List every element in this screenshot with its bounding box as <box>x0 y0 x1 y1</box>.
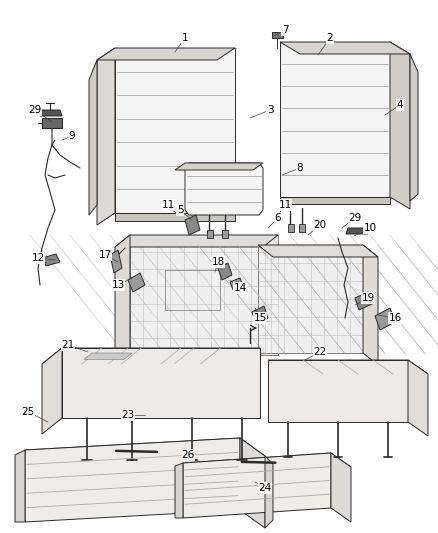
Polygon shape <box>42 118 62 128</box>
Text: 21: 21 <box>61 340 74 350</box>
Text: 12: 12 <box>32 253 45 263</box>
Polygon shape <box>183 453 331 518</box>
Polygon shape <box>390 42 410 209</box>
Polygon shape <box>110 250 122 273</box>
Text: 17: 17 <box>99 250 112 260</box>
Polygon shape <box>115 48 235 213</box>
Text: 16: 16 <box>389 313 402 323</box>
Text: 11: 11 <box>161 200 175 210</box>
Polygon shape <box>115 213 235 221</box>
Text: 11: 11 <box>279 200 292 210</box>
Text: 19: 19 <box>361 293 374 303</box>
Polygon shape <box>252 306 268 324</box>
Polygon shape <box>265 456 273 528</box>
Polygon shape <box>299 224 305 232</box>
Text: 14: 14 <box>233 283 247 293</box>
Polygon shape <box>185 163 263 215</box>
Polygon shape <box>410 54 418 201</box>
Text: 10: 10 <box>364 223 377 233</box>
Polygon shape <box>97 48 115 225</box>
Polygon shape <box>288 224 294 232</box>
Polygon shape <box>363 245 378 365</box>
Text: 22: 22 <box>313 347 327 357</box>
Text: 15: 15 <box>253 313 267 323</box>
Text: 3: 3 <box>267 105 273 115</box>
Polygon shape <box>218 263 232 280</box>
Text: 18: 18 <box>212 257 225 267</box>
Text: 13: 13 <box>111 280 125 290</box>
Polygon shape <box>175 463 183 518</box>
Polygon shape <box>375 308 395 330</box>
Polygon shape <box>280 42 410 54</box>
Polygon shape <box>408 360 428 436</box>
Text: 2: 2 <box>327 33 333 43</box>
Polygon shape <box>40 110 62 116</box>
Polygon shape <box>89 60 97 215</box>
Text: 4: 4 <box>397 100 403 110</box>
Polygon shape <box>268 360 428 374</box>
Text: 29: 29 <box>28 105 42 115</box>
Polygon shape <box>130 235 278 355</box>
Polygon shape <box>84 353 132 359</box>
Text: 20: 20 <box>314 220 327 230</box>
Text: 6: 6 <box>275 213 281 223</box>
Polygon shape <box>355 292 372 310</box>
Polygon shape <box>183 453 351 477</box>
Polygon shape <box>25 438 265 468</box>
Polygon shape <box>42 348 260 364</box>
Polygon shape <box>240 438 265 528</box>
Polygon shape <box>185 215 200 235</box>
Polygon shape <box>272 32 283 38</box>
Polygon shape <box>42 254 60 266</box>
Polygon shape <box>128 273 145 292</box>
Text: 7: 7 <box>282 25 288 35</box>
Text: 1: 1 <box>182 33 188 43</box>
Polygon shape <box>346 228 368 234</box>
Polygon shape <box>25 438 240 522</box>
Polygon shape <box>280 42 390 197</box>
Polygon shape <box>97 48 235 60</box>
Text: 24: 24 <box>258 483 272 493</box>
Polygon shape <box>280 197 390 204</box>
Text: 29: 29 <box>348 213 362 223</box>
Polygon shape <box>230 278 244 292</box>
Polygon shape <box>62 348 260 418</box>
Polygon shape <box>258 245 378 257</box>
Polygon shape <box>207 230 213 238</box>
Text: 8: 8 <box>297 163 303 173</box>
Polygon shape <box>115 235 130 367</box>
Polygon shape <box>42 348 62 434</box>
Polygon shape <box>115 235 278 247</box>
Polygon shape <box>222 230 228 238</box>
Text: 26: 26 <box>181 450 194 460</box>
Polygon shape <box>268 360 408 422</box>
Polygon shape <box>258 245 363 353</box>
Polygon shape <box>175 163 263 170</box>
Text: 5: 5 <box>177 205 184 215</box>
Text: 23: 23 <box>121 410 134 420</box>
Text: 9: 9 <box>69 131 75 141</box>
Polygon shape <box>331 453 351 522</box>
Polygon shape <box>15 450 25 522</box>
Text: 25: 25 <box>21 407 35 417</box>
